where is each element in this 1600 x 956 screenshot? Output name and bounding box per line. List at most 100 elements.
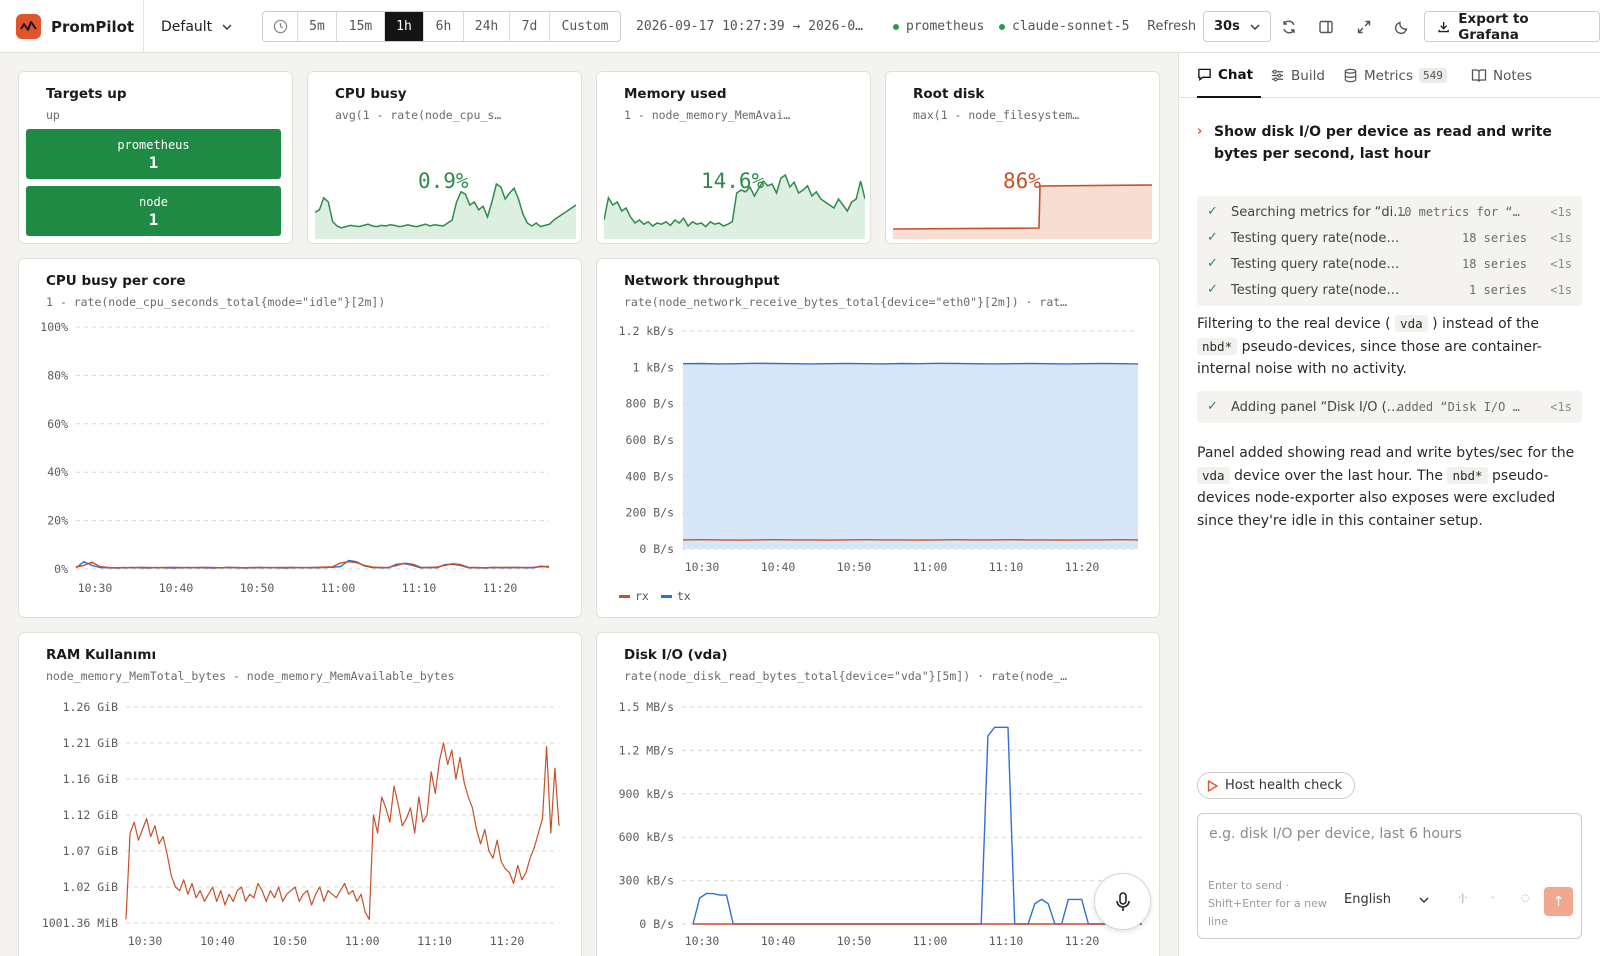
x-tick-label: 10:30 [128,934,163,948]
chat-input-box: Enter to send · Shift+Enter for a new li… [1197,813,1582,939]
x-tick-label: 10:40 [761,934,796,948]
y-tick-label: 1.02 GiB [63,880,118,894]
tool-step[interactable]: ✓ Testing query rate(node… 18 series <1s [1197,251,1582,277]
y-tick-label: 600 kB/s [619,830,674,844]
x-tick-label: 11:00 [345,934,380,948]
fullscreen-button[interactable] [1353,0,1375,53]
ram-panel[interactable]: RAM Kullanımı node_memory_MemTotal_bytes… [18,632,582,956]
suggestion-chip[interactable]: Host health check [1197,772,1356,799]
time-range-group: 5m 15m 1h 6h 24h 7d Custom [262,11,621,42]
tool-step[interactable]: ✓ Testing query rate(node… 18 series <1s [1197,225,1582,251]
toggle-sidebar-button[interactable] [1315,0,1337,53]
tab-build[interactable]: Build [1270,53,1325,98]
inline-code: vda [1395,315,1428,332]
check-icon: ✓ [1207,204,1218,219]
targets-panel[interactable]: Targets up up prometheus 1 node 1 [18,71,293,244]
option-icon[interactable]: ◌ [1521,893,1530,904]
range-1h[interactable]: 1h [384,12,423,41]
range-custom[interactable]: Custom [549,12,620,41]
spark-area [604,175,865,239]
y-tick-label: 60% [47,417,68,431]
step-label: Testing query rate(node… [1231,257,1400,272]
legend-item-tx[interactable]: tx [660,589,691,603]
panel-query: up [46,108,60,122]
range-24h[interactable]: 24h [463,12,509,41]
time-window: 2026-09-17 10:27:39 → 2026-0… [636,19,863,34]
y-tick-label: 900 kB/s [619,787,674,801]
x-tick-label: 10:50 [837,934,872,948]
refresh-value: 30s [1214,19,1240,34]
refresh-interval-select[interactable]: 30s [1203,11,1271,42]
chevron-down-icon [222,24,232,30]
tab-label: Chat [1218,66,1254,83]
datasource-indicator[interactable]: prometheus [893,0,984,53]
microphone-icon [1115,891,1130,911]
model-label: claude-sonnet-5 [1012,19,1130,34]
export-grafana-button[interactable]: Export to Grafana [1424,10,1600,43]
refresh-button[interactable] [1278,0,1300,53]
theme-toggle-button[interactable] [1391,0,1413,53]
range-15m[interactable]: 15m [336,12,384,41]
disk-io-panel[interactable]: Disk I/O (vda) rate(node_disk_read_bytes… [596,632,1160,956]
series-line [692,726,1142,925]
cpu-stat-panel[interactable]: CPU busy avg(1 - rate(node_cpu_s… 0.9% [307,71,582,244]
metrics-count-badge: 549 [1419,68,1447,83]
datasource-label: prometheus [906,19,985,34]
disk-io-chart: 1.5 MB/s 1.2 MB/s 900 kB/s 600 kB/s 300 kB/s… [619,700,1142,948]
y-tick-label: 1.21 GiB [63,736,118,750]
x-tick-label: 10:30 [685,934,720,948]
tool-step[interactable]: ✓ Adding panel “Disk I/O (… added “Disk … [1197,394,1582,420]
text-run: Panel added showing read and write bytes… [1197,445,1575,461]
chat-input[interactable] [1198,814,1581,870]
step-result: 18 series [1462,231,1528,245]
range-6h[interactable]: 6h [423,12,463,41]
x-tick-label: 11:20 [490,934,525,948]
network-panel[interactable]: Network throughput rate(node_network_rec… [596,258,1160,618]
x-tick-label: 11:10 [989,560,1024,574]
tool-step[interactable]: ✓ Searching metrics for “di… 10 metrics … [1197,199,1582,225]
cpu-sparkline [315,182,576,239]
tab-metrics[interactable]: Metrics 549 [1343,53,1447,98]
tool-step[interactable]: ✓ Testing query rate(node… 1 series <1s [1197,277,1582,303]
send-button[interactable]: ↑ [1544,887,1573,916]
suggestion-label: Host health check [1225,778,1343,793]
disk-stat-panel[interactable]: Root disk max(1 - node_filesystem… 86% [885,71,1160,244]
legend-item-rx[interactable]: rx [619,589,649,603]
export-label: Export to Grafana [1458,10,1529,43]
tab-notes[interactable]: Notes [1471,53,1532,98]
tab-chat[interactable]: Chat [1197,53,1262,98]
text-run: pseudo-devices node-exporter also expose… [1197,467,1556,529]
chevron-down-icon [1250,24,1260,30]
option-icon[interactable]: ·|· [1458,893,1468,904]
x-tick-label: 10:50 [240,581,275,595]
status-dot [893,23,899,30]
y-tick-label: 20% [47,514,68,528]
panel-title: CPU busy [335,86,407,102]
model-indicator[interactable]: claude-sonnet-5 [999,0,1129,53]
language-select[interactable]: English [1344,892,1429,907]
x-tick-label: 10:30 [685,560,720,574]
text-run: device over the last hour. The [1234,467,1443,484]
range-7d[interactable]: 7d [509,12,549,41]
panel-title: Disk I/O (vda) [624,647,728,663]
voice-input-button[interactable] [1094,873,1151,930]
y-tick-label: 600 B/s [626,433,674,447]
workspace-select[interactable]: Default [161,0,232,53]
refresh-icon [1283,20,1295,33]
y-tick-label: 1001.36 MiB [42,916,118,930]
clock-icon [263,12,297,41]
text-run: pseudo-devices, since those are containe… [1197,338,1542,378]
check-icon: ✓ [1207,256,1218,271]
memory-stat-panel[interactable]: Memory used 1 - node_memory_MemAvai… 14.… [596,71,871,244]
sliders-icon [1271,69,1284,82]
target-name: prometheus [117,138,190,152]
workspace-label: Default [161,18,213,35]
range-5m[interactable]: 5m [297,12,336,41]
x-tick-label: 10:30 [78,581,113,595]
brand[interactable]: PromPilot [16,0,134,53]
y-tick-label: 1.16 GiB [63,772,118,786]
option-icon[interactable]: ◦ [1490,893,1496,904]
cpu-per-core-panel[interactable]: CPU busy per core 1 - rate(node_cpu_seco… [18,258,582,618]
y-tick-label: 1.2 MB/s [619,743,674,757]
logo-icon [16,14,41,39]
